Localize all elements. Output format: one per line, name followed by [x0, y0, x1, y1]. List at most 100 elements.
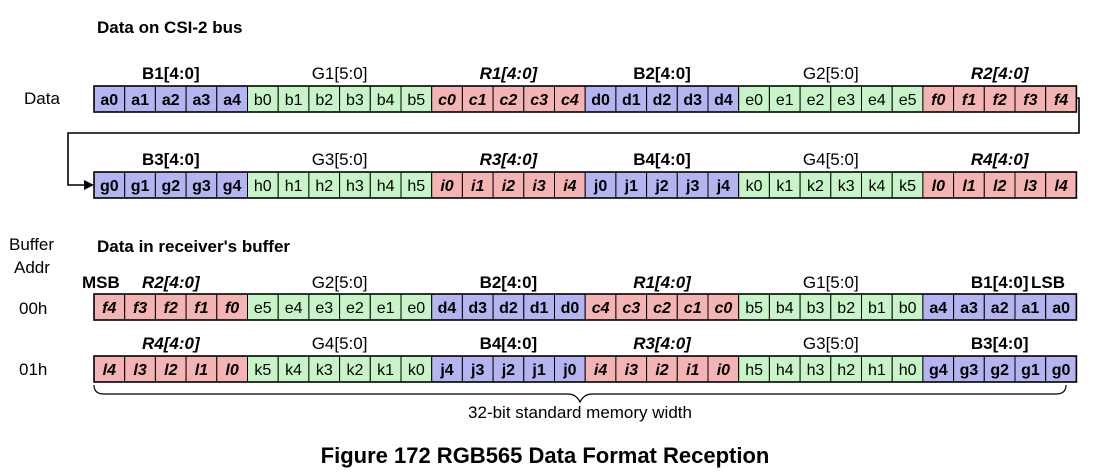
buffer-bit-label: f1	[194, 300, 208, 317]
buffer-group-label: G3[5:0]	[803, 334, 859, 353]
buffer-bit-label: b3	[807, 300, 825, 317]
bus-bit-cell	[1014, 171, 1047, 199]
bus-group-label: B4[4:0]	[633, 150, 691, 169]
bus-bit-cell	[247, 171, 279, 199]
bit-rows: B1[4:0] a0 a1 a2 a3 a4 G1[5:0] b0 b1 b2 b3 b4 b5 R1[4…	[93, 64, 1078, 383]
buffer-bit-label: h3	[807, 362, 825, 379]
buffer-bit-label: d1	[530, 300, 549, 317]
buffer-bit-cell	[1014, 293, 1047, 321]
section-title-buffer: Data in receiver's buffer	[97, 237, 290, 256]
bus-bit-label: f2	[993, 92, 1007, 109]
bus-bit-label: h2	[315, 178, 333, 195]
bus-bit-label: g4	[223, 178, 242, 195]
buffer-bit-label: c1	[684, 300, 702, 317]
buffer-group-label: B2[4:0]	[480, 273, 538, 292]
bus-bit-cell	[768, 171, 801, 199]
bus-bit-label: a0	[100, 92, 118, 109]
bus-bit-label: b3	[346, 92, 364, 109]
bus-bit-cell	[339, 85, 371, 113]
bus-bit-label: d1	[622, 92, 641, 109]
buffer-bit-label: a4	[929, 300, 947, 317]
bus-bit-cell	[983, 85, 1016, 113]
bus-bit-label: i1	[471, 178, 484, 195]
buffer-bit-label: h2	[837, 362, 855, 379]
buffer-bit-label: h5	[745, 362, 763, 379]
bus-bit-label: i0	[440, 178, 453, 195]
buffer-bit-cell	[646, 293, 678, 321]
bus-bit-cell	[124, 85, 156, 113]
buffer-bit-cell	[799, 293, 832, 321]
bus-bit-label: a2	[162, 92, 180, 109]
buffer-bit-cell	[308, 293, 341, 321]
buffer-bit-label: g3	[960, 362, 979, 379]
buffer-bit-label: l0	[225, 362, 238, 379]
bus-bit-label: b5	[407, 92, 425, 109]
buffer-bit-label: c3	[622, 300, 640, 317]
buffer-bit-label: a2	[991, 300, 1009, 317]
bus-bit-label: a1	[131, 92, 149, 109]
bus-bit-label: j2	[654, 178, 668, 195]
bus-bit-label: d3	[683, 92, 702, 109]
buffer-group-label: R3[4:0]	[633, 334, 692, 353]
bus-group-label: G2[5:0]	[803, 64, 859, 83]
buffer-bit-cell	[768, 293, 801, 321]
buffer-bit-label: b1	[868, 300, 886, 317]
buffer-group-label: G4[5:0]	[312, 334, 368, 353]
buffer-bit-cell	[738, 355, 770, 383]
buffer-group-label: B4[4:0]	[480, 334, 538, 353]
bus-bit-label: f3	[1023, 92, 1037, 109]
buffer-bit-cell	[339, 293, 371, 321]
bus-bit-label: c1	[469, 92, 487, 109]
bus-bit-label: b2	[315, 92, 333, 109]
buffer-bit-label: f0	[225, 300, 239, 317]
bus-group-label: B2[4:0]	[633, 64, 691, 83]
buffer-bit-label: j2	[501, 362, 515, 379]
bus-bit-label: d0	[591, 92, 610, 109]
buffer-bit-label: l4	[103, 362, 116, 379]
bus-bit-cell	[523, 85, 555, 113]
buffer-bit-label: e3	[315, 300, 333, 317]
buffer-bit-label: l2	[164, 362, 177, 379]
bus-bit-label: k4	[868, 178, 885, 195]
buffer-bit-label: l1	[195, 362, 208, 379]
bus-bit-cell	[953, 85, 985, 113]
bus-bit-label: j0	[593, 178, 607, 195]
bus-bit-label: g1	[131, 178, 150, 195]
buffer-bit-label: e2	[346, 300, 364, 317]
buffer-bit-label: i1	[686, 362, 699, 379]
bus-bit-cell	[615, 85, 648, 113]
buffer-group-label: R4[4:0]	[142, 334, 201, 353]
buffer-bit-label: c4	[592, 300, 610, 317]
bus-bit-cell	[554, 171, 586, 199]
bus-bit-label: j3	[685, 178, 699, 195]
bus-bit-label: l3	[1024, 178, 1037, 195]
bus-group-label: R2[4:0]	[971, 64, 1030, 83]
buffer-bit-cell	[584, 355, 617, 383]
bus-bit-label: k3	[838, 178, 855, 195]
buffer-group-label: B3[4:0]	[971, 334, 1029, 353]
bus-bit-label: c2	[500, 92, 518, 109]
buffer-bit-label: a1	[1022, 300, 1040, 317]
buffer-group-label: G1[5:0]	[803, 273, 859, 292]
bus-bit-label: c0	[438, 92, 456, 109]
buffer-bit-label: k3	[316, 362, 333, 379]
bus-row-outline	[93, 171, 1078, 199]
bus-bit-label: k1	[776, 178, 793, 195]
buffer-addr-label-2: Addr	[14, 258, 50, 277]
buffer-bit-label: k2	[346, 362, 363, 379]
wrap-arrow-head	[84, 180, 94, 190]
buffer-bit-cell	[922, 293, 955, 321]
buffer-bit-label: g4	[929, 362, 948, 379]
bus-bit-label: a4	[223, 92, 241, 109]
bus-bit-cell	[983, 171, 1016, 199]
lsb-label: LSB	[1031, 273, 1065, 292]
buffer-group-label: B1[4:0]	[971, 273, 1029, 292]
bus-bit-label: b4	[377, 92, 395, 109]
bus-bit-label: b0	[254, 92, 272, 109]
buffer-bit-label: g2	[990, 362, 1009, 379]
bus-bit-label: h0	[254, 178, 272, 195]
buffer-bit-label: i4	[594, 362, 607, 379]
buffer-bit-label: b5	[745, 300, 763, 317]
bus-group-label: B1[4:0]	[142, 64, 200, 83]
